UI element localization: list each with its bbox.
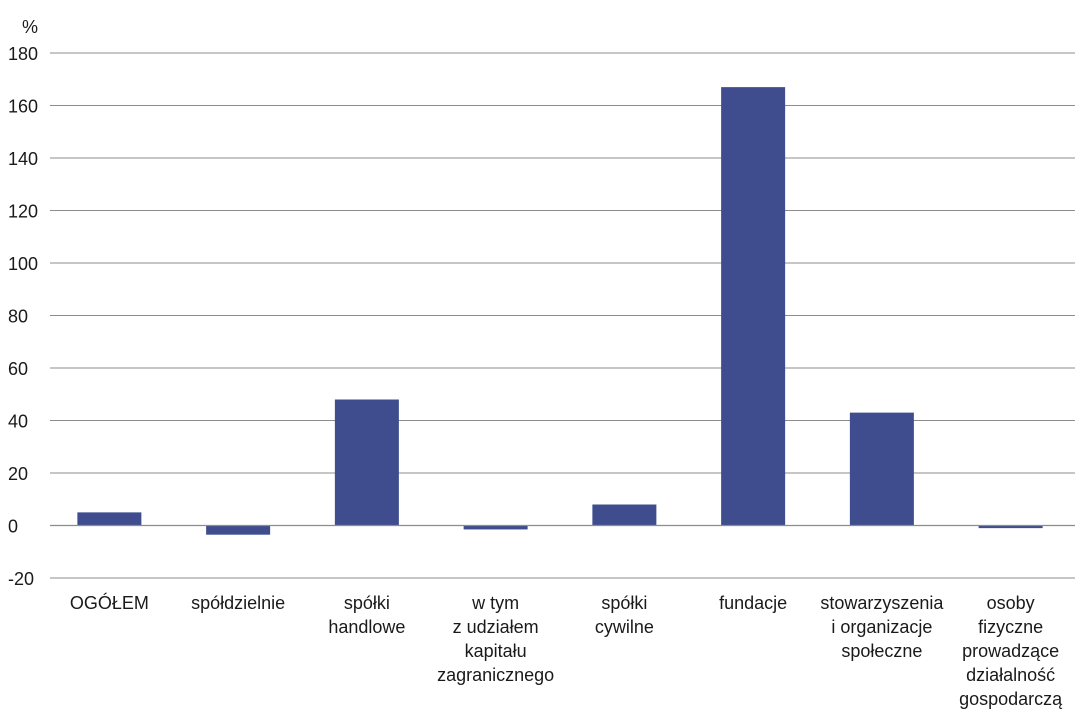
x-category-labels: OGÓŁEM spółdzielnie spółki handlowe w tym z u… bbox=[70, 592, 1063, 709]
bar bbox=[206, 525, 271, 535]
x-category-label: stowarzyszenia i organizacje społeczne bbox=[820, 593, 944, 661]
y-tick-label: 140 bbox=[8, 149, 38, 169]
bars bbox=[77, 87, 1043, 535]
y-tick-label: 120 bbox=[8, 202, 38, 222]
y-unit-label: % bbox=[22, 17, 38, 37]
bar bbox=[334, 399, 399, 526]
y-tick-label: 100 bbox=[8, 254, 38, 274]
bar bbox=[592, 504, 657, 526]
y-tick-label: -20 bbox=[8, 569, 34, 589]
x-category-label: spółdzielnie bbox=[191, 593, 285, 613]
gridlines bbox=[50, 52, 1075, 579]
y-tick-label: 60 bbox=[8, 359, 28, 379]
y-tick-label: 80 bbox=[8, 307, 28, 327]
x-category-label: spółki handlowe bbox=[328, 593, 405, 637]
x-category-label: w tym z udziałem kapitału zagranicznego bbox=[437, 593, 554, 685]
bar bbox=[77, 512, 142, 526]
y-tick-label: 160 bbox=[8, 97, 38, 117]
x-category-label: osoby fizyczne prowadzące działalność gospod… bbox=[959, 593, 1063, 709]
y-tick-label: 40 bbox=[8, 412, 28, 432]
x-category-label: OGÓŁEM bbox=[70, 592, 149, 613]
y-tick-labels: 180 160 140 120 100 80 60 40 20 0 -20 bbox=[8, 44, 38, 589]
y-tick-label: 180 bbox=[8, 44, 38, 64]
bar bbox=[978, 525, 1043, 529]
bar bbox=[721, 87, 786, 526]
x-category-label: fundacje bbox=[719, 593, 787, 613]
y-tick-label: 20 bbox=[8, 464, 28, 484]
bar bbox=[463, 525, 528, 530]
y-tick-label: 0 bbox=[8, 517, 18, 537]
x-category-label: spółki cywilne bbox=[595, 593, 654, 637]
bar bbox=[849, 412, 914, 526]
